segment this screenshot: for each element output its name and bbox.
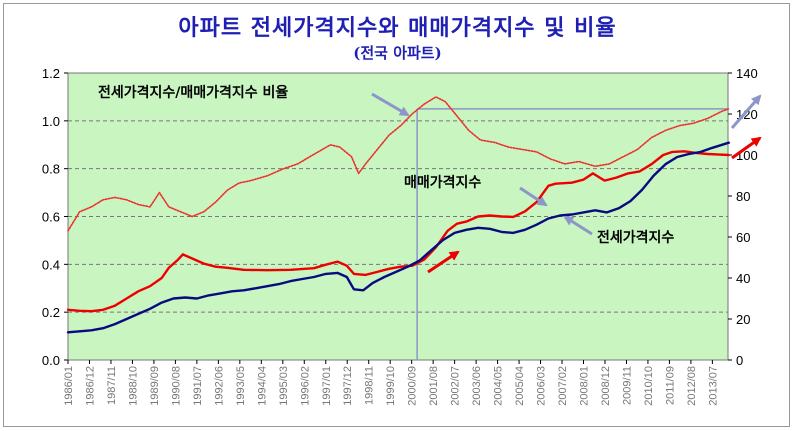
x-tick-label: 1987/11 <box>106 366 118 405</box>
x-tick-label: 1998/11 <box>364 366 376 405</box>
x-tick-label: 2004/05 <box>493 366 505 406</box>
ratio-series-line <box>67 96 730 232</box>
right-tick-label: 0 <box>736 353 743 368</box>
sale-end-arrow <box>731 136 762 160</box>
x-axis-ticks: 1986/01 1986/12 1987/11 1988/10 1989/09 1990/… <box>63 360 719 406</box>
left-tick-label: 0.2 <box>42 305 60 320</box>
jeonse-label-arrow <box>563 215 593 236</box>
x-tick-label: 2002/07 <box>450 366 462 406</box>
reference-lines <box>416 108 728 360</box>
x-tick-label: 2008/01 <box>579 366 591 406</box>
annotation-jeonse-index: 전세가격지수 <box>597 229 674 246</box>
left-tick-label: 0.4 <box>42 257 60 272</box>
x-tick-label: 1992/06 <box>213 366 225 406</box>
right-tick-label: 100 <box>736 148 758 163</box>
annotation-sale-index: 매매가격지수 <box>404 174 481 191</box>
x-tick-label: 2006/03 <box>536 366 548 406</box>
x-tick-label: 2007/02 <box>557 366 569 406</box>
gridlines <box>68 120 728 313</box>
right-tick-label: 20 <box>736 312 750 327</box>
x-tick-label: 1997/12 <box>342 366 354 406</box>
right-tick-label: 80 <box>736 189 750 204</box>
left-tick-label: 0.0 <box>42 353 60 368</box>
x-tick-label: 2010/10 <box>643 366 655 406</box>
sale-start-arrow <box>427 250 460 274</box>
x-tick-label: 2011/09 <box>664 366 676 405</box>
x-tick-label: 1999/10 <box>385 366 397 406</box>
x-tick-label: 1993/05 <box>235 366 247 406</box>
chart-subtitle: (전국 아파트) <box>353 44 442 62</box>
chart-title: 아파트 전세가격지수와 매매가격지수 및 비율 <box>178 15 617 41</box>
right-tick-label: 40 <box>736 271 750 286</box>
ratio-label-arrow <box>371 92 410 117</box>
right-tick-label: 140 <box>736 66 758 81</box>
x-tick-label: 2001/08 <box>428 366 440 406</box>
x-tick-label: 2012/08 <box>686 366 698 406</box>
annotation-ratio: 전세가격지수/매매가격지수 비율 <box>98 84 288 101</box>
x-tick-label: 1994/04 <box>256 366 268 406</box>
x-tick-label: 1990/08 <box>170 366 182 406</box>
jeonse-index-series-line <box>66 141 730 334</box>
x-tick-label: 2008/12 <box>600 366 612 406</box>
left-axis-ticks: 0.0 0.2 0.4 0.6 0.8 1.0 1.2 <box>42 66 68 368</box>
annotation-arrows <box>371 92 762 274</box>
right-tick-label: 60 <box>736 230 750 245</box>
x-tick-label: 1996/02 <box>299 366 311 406</box>
x-tick-label: 1986/12 <box>84 366 96 406</box>
x-tick-label: 2005/04 <box>514 366 526 406</box>
x-tick-label: 1986/01 <box>63 366 75 406</box>
x-tick-label: 1997/01 <box>321 366 333 406</box>
x-tick-label: 1995/03 <box>278 366 290 406</box>
left-tick-label: 1.0 <box>42 114 60 129</box>
sale-label-arrow <box>519 186 548 207</box>
left-tick-label: 0.8 <box>42 162 60 177</box>
series-lines <box>66 96 730 334</box>
left-tick-label: 0.6 <box>42 210 60 225</box>
x-tick-label: 1988/10 <box>127 366 139 406</box>
x-tick-label: 2013/07 <box>707 366 719 406</box>
x-tick-label: 1991/07 <box>192 366 204 406</box>
sale-index-series-line <box>66 150 730 313</box>
left-tick-label: 1.2 <box>42 66 60 81</box>
jeonse-end-arrow <box>730 94 762 129</box>
x-tick-label: 1989/09 <box>149 366 161 406</box>
x-tick-label: 2000/09 <box>407 366 419 406</box>
x-tick-label: 2009/11 <box>621 366 633 405</box>
x-tick-label: 2003/06 <box>471 366 483 406</box>
